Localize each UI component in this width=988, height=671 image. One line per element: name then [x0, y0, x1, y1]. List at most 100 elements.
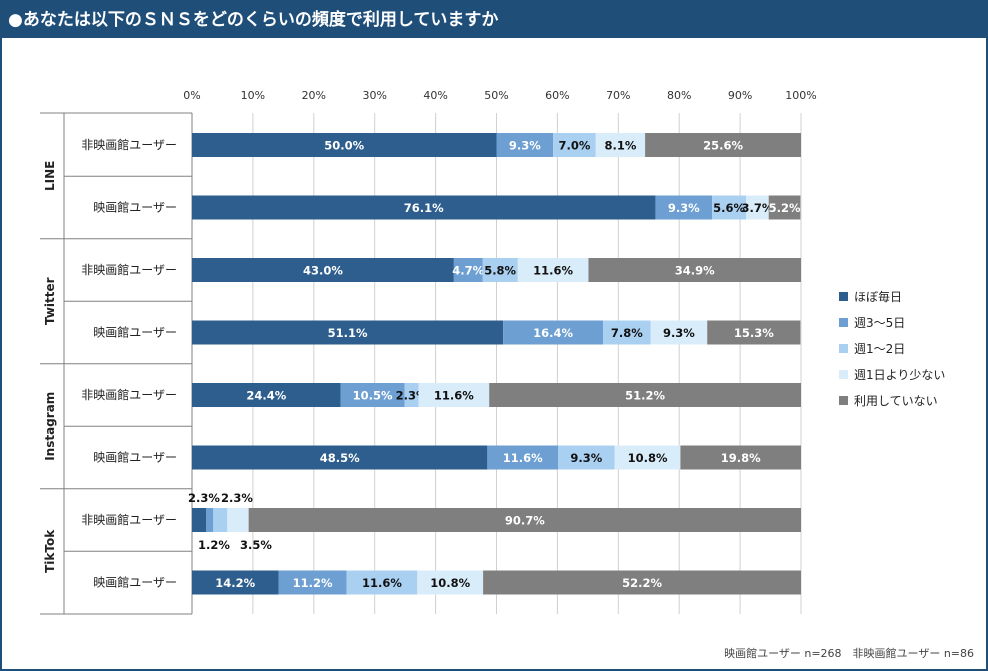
x-tick-label: 90% [728, 89, 752, 102]
data-label: 9.3% [668, 201, 700, 215]
data-label: 1.2% [198, 538, 230, 552]
data-label: 3.5% [240, 538, 272, 552]
bar-segment [487, 445, 559, 470]
bar-segment [707, 320, 801, 345]
bar-segment [482, 258, 518, 282]
data-label: 11.6% [362, 576, 402, 590]
legend-entry: 週3～5日 [854, 316, 905, 330]
data-label: 11.2% [293, 576, 333, 590]
chart-title: ●あなたは以下のＳＮＳをどのくらいの頻度で利用していますか [8, 10, 499, 30]
legend-swatch [839, 344, 848, 353]
data-label: 43.0% [303, 264, 343, 278]
data-label: 52.2% [622, 576, 662, 590]
data-label: 76.1% [404, 201, 444, 215]
bar-segment [768, 195, 801, 220]
data-label: 4.7% [452, 264, 484, 278]
bar-segment [553, 133, 596, 157]
data-label: 51.2% [625, 389, 665, 403]
data-label: 16.4% [533, 326, 573, 340]
bar-segment [558, 445, 615, 470]
row-label: 映画館ユーザー [93, 325, 177, 340]
legend-entry: 週1～2日 [854, 342, 905, 356]
bar-segment [603, 320, 651, 345]
legend-entry: 利用していない [854, 394, 938, 408]
data-label: 9.3% [509, 139, 541, 153]
x-tick-label: 10% [241, 89, 265, 102]
x-tick-label: 30% [362, 89, 386, 102]
data-label: 25.6% [703, 139, 743, 153]
bar-segment [645, 133, 801, 157]
bar-segment [489, 383, 801, 407]
data-label: 3.7% [742, 201, 774, 215]
data-label: 24.4% [246, 389, 286, 403]
group-label: TikTok [43, 529, 57, 573]
bar-segment [503, 320, 604, 345]
data-label: 10.8% [430, 576, 470, 590]
data-label: 9.3% [570, 451, 602, 465]
data-label: 7.0% [558, 139, 590, 153]
data-label: 5.8% [484, 264, 516, 278]
bar-segment [453, 258, 483, 282]
bar-segment [192, 445, 488, 470]
bar-segment [595, 133, 646, 157]
bar-segment [192, 133, 497, 157]
bar-segment [650, 320, 708, 345]
legend-swatch [839, 318, 848, 327]
x-tick-label: 100% [785, 89, 816, 102]
bar-segment [192, 258, 454, 282]
data-label: 11.6% [533, 264, 573, 278]
bar-segment [655, 195, 713, 220]
data-label: 15.3% [734, 326, 774, 340]
legend-swatch [839, 396, 848, 405]
legend-swatch [839, 370, 848, 379]
bar-segment [340, 383, 405, 407]
data-label: 10.8% [628, 451, 668, 465]
bar-segment [192, 320, 504, 345]
legend-entry: 週1日より少ない [854, 368, 945, 382]
row-label: 非映画館ユーザー [81, 137, 177, 152]
bar-segment [213, 508, 228, 532]
data-label: 90.7% [505, 514, 545, 528]
row-label: 非映画館ユーザー [81, 262, 177, 277]
group-label: LINE [43, 161, 57, 191]
bar-segment [248, 508, 802, 532]
sample-size-note: 映画館ユーザー n=268 非映画館ユーザー n=86 [724, 647, 974, 660]
data-label: 50.0% [324, 139, 364, 153]
bar-segment [614, 445, 681, 470]
bar-segment [517, 258, 589, 282]
bar-segment [206, 508, 214, 532]
data-label: 34.9% [675, 264, 715, 278]
x-tick-label: 20% [302, 89, 326, 102]
data-label: 19.8% [721, 451, 761, 465]
group-label: Twitter [43, 277, 57, 325]
data-label: 2.3% [221, 491, 253, 505]
bar-segment [192, 570, 279, 595]
bar-segment [417, 570, 484, 595]
bar-segment [496, 133, 554, 157]
bar-segment [346, 570, 418, 595]
data-label: 8.1% [604, 139, 636, 153]
bar-segment [192, 508, 207, 532]
row-label: 映画館ユーザー [93, 575, 177, 590]
group-label: Instagram [43, 392, 57, 461]
x-tick-label: 0% [183, 89, 200, 102]
data-label: 11.6% [503, 451, 543, 465]
bar-segment [680, 445, 801, 470]
bar-segment [483, 570, 801, 595]
data-label: 7.8% [611, 326, 643, 340]
data-label: 48.5% [320, 451, 360, 465]
row-label: 非映画館ユーザー [81, 387, 177, 402]
bar-segment [746, 195, 769, 220]
title-bar: ●あなたは以下のＳＮＳをどのくらいの頻度で利用していますか [2, 2, 986, 38]
bar-segment [404, 383, 419, 407]
x-tick-label: 80% [667, 89, 691, 102]
data-label: 5.2% [769, 201, 801, 215]
x-tick-label: 50% [484, 89, 508, 102]
bar-segment [278, 570, 347, 595]
data-label: 14.2% [215, 576, 255, 590]
legend-swatch [839, 292, 848, 301]
data-label: 51.1% [328, 326, 368, 340]
x-tick-label: 60% [545, 89, 569, 102]
